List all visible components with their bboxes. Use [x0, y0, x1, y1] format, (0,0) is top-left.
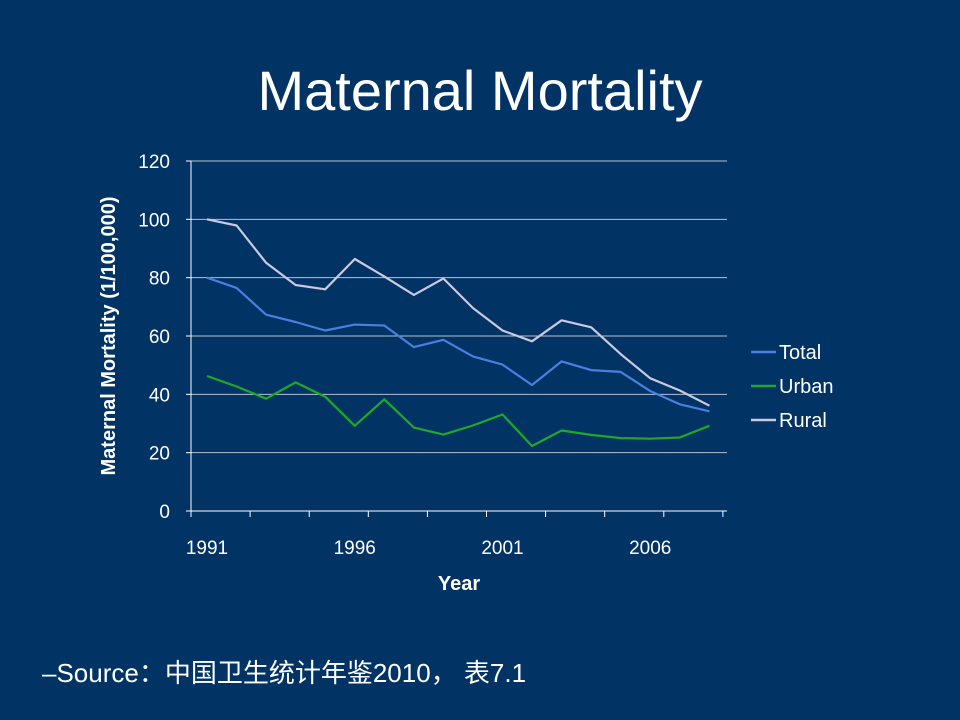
legend: Total Urban Rural	[751, 342, 833, 432]
x-tick-label-1996: 1996	[334, 538, 376, 559]
x-tick-label-2006: 2006	[629, 538, 671, 559]
x-tick-labels: 1991 1996 2001 2006	[186, 538, 672, 559]
series-line-rural	[206, 218, 710, 407]
x-axis-title: Year	[438, 573, 480, 595]
legend-label-total: Total	[779, 342, 821, 364]
x-tick-label-1991: 1991	[186, 538, 228, 559]
y-tick-label-0: 0	[159, 502, 170, 523]
series-line-total	[206, 276, 710, 413]
gridlines	[191, 160, 727, 454]
y-tick-label-40: 40	[149, 385, 170, 406]
legend-label-rural: Rural	[779, 410, 827, 432]
axes	[186, 160, 727, 517]
series-line-urban	[206, 374, 710, 448]
x-tick-label-2001: 2001	[481, 538, 523, 559]
series-lines	[206, 218, 710, 448]
y-tick-label-120: 120	[138, 152, 170, 173]
source-dash: –	[42, 658, 57, 688]
y-tick-labels: 0 20 40 60 80 100 120	[138, 152, 170, 523]
y-axis-title: Maternal Mortality (1/100,000)	[98, 197, 120, 476]
y-tick-label-20: 20	[149, 444, 170, 465]
slide-title: Maternal Mortality	[257, 59, 703, 122]
y-tick-label-60: 60	[149, 327, 170, 348]
source-text: Source：中国卫生统计年鉴2010， 表7.1	[56, 658, 527, 688]
source-note: –Source：中国卫生统计年鉴2010， 表7.1	[42, 656, 526, 690]
legend-label-urban: Urban	[779, 376, 833, 398]
y-tick-label-100: 100	[138, 210, 170, 231]
y-tick-label-80: 80	[149, 269, 170, 290]
